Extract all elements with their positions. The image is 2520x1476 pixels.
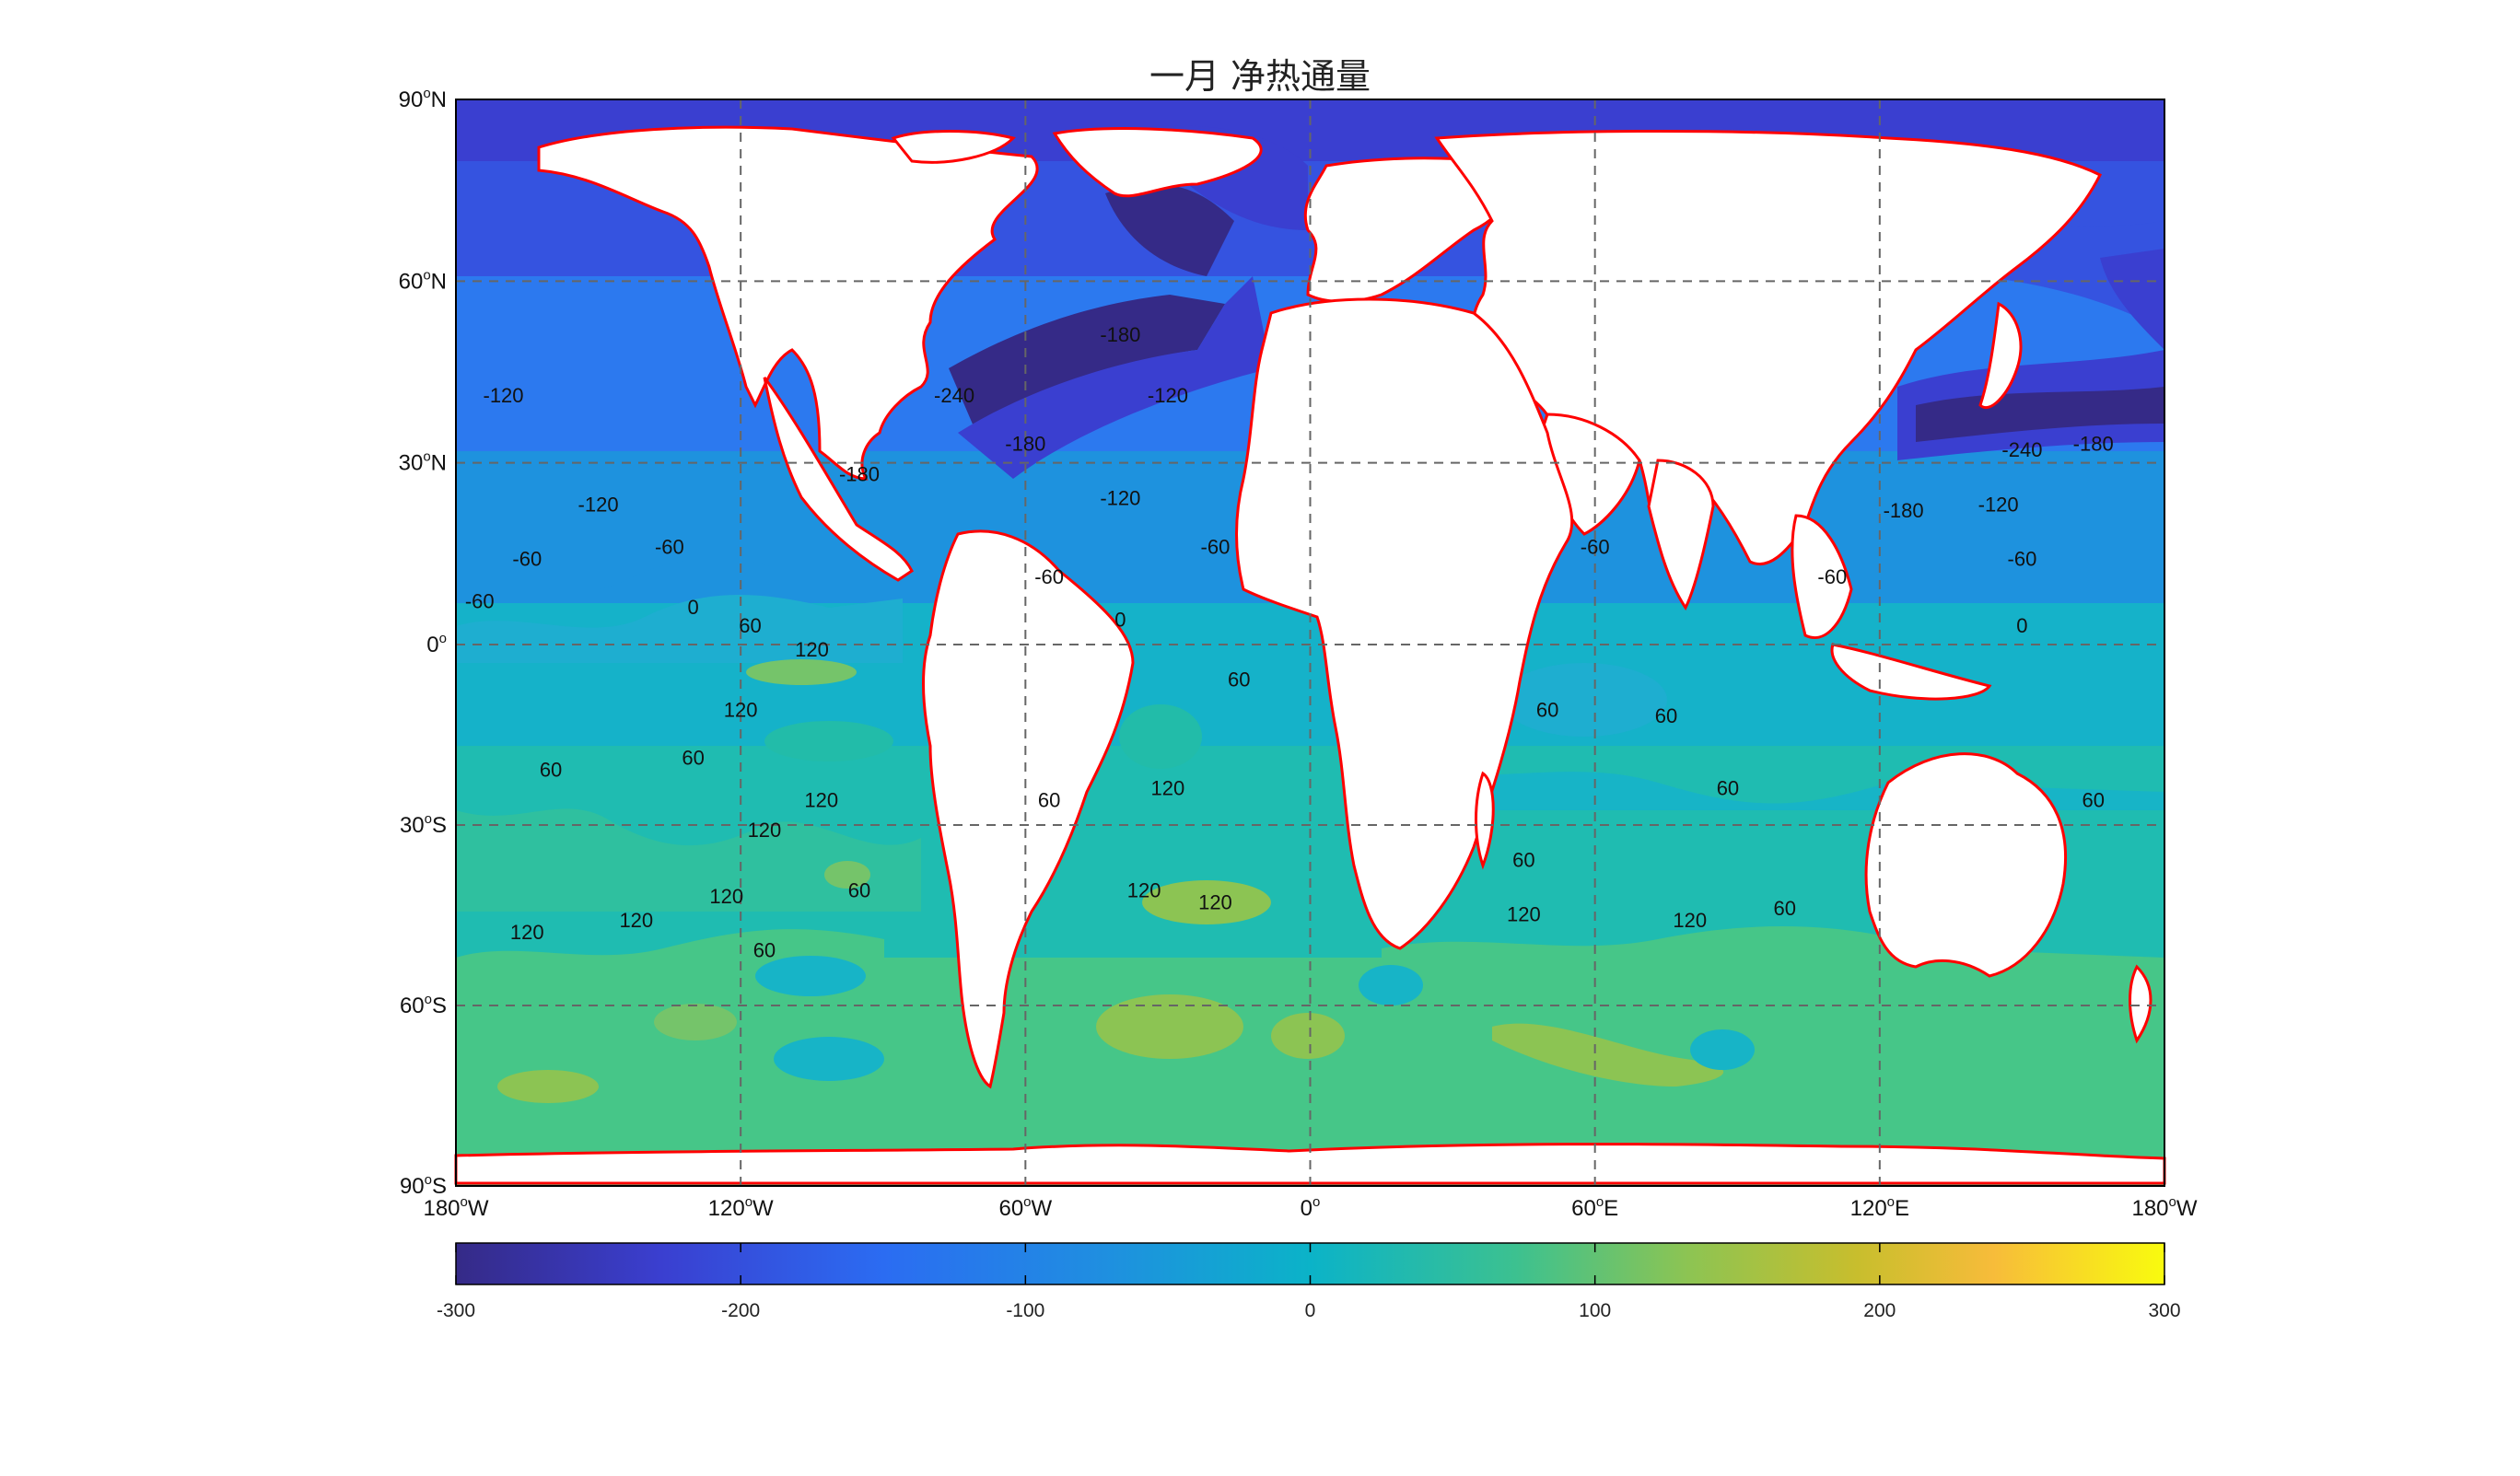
contour-label: 120 — [724, 698, 758, 721]
lat-tick-label: 30oS — [400, 811, 447, 838]
lon-tick-label: 120oW — [708, 1194, 774, 1221]
contour-label: -60 — [1817, 565, 1847, 588]
contour-label: 60 — [848, 878, 870, 901]
contour-label: -240 — [934, 384, 974, 407]
contour-label: 60 — [540, 759, 562, 782]
contour-label: 120 — [709, 885, 743, 908]
contour-label: -60 — [1581, 535, 1610, 558]
lat-tick-label: 90oN — [399, 86, 447, 112]
contour-label: 0 — [2016, 614, 2027, 637]
contour-label: 60 — [739, 614, 761, 637]
contour-label: -120 — [1978, 493, 2019, 516]
contour-label: -60 — [465, 590, 495, 613]
lat-tick-label: 60oS — [400, 992, 447, 1018]
lat-tick-label: 0o — [426, 631, 447, 657]
contour-label: 120 — [748, 819, 782, 842]
contour-label: -60 — [1201, 535, 1231, 558]
contour-label: 120 — [795, 638, 829, 661]
contour-label: 120 — [804, 788, 838, 811]
contour-label: 60 — [1536, 698, 1558, 721]
new-zealand — [2129, 964, 2152, 1044]
contour-label: 120 — [1673, 909, 1707, 932]
contour-label: 0 — [688, 596, 699, 619]
colorbar-tick-label: 300 — [2148, 1300, 2180, 1321]
contour-label: 60 — [2082, 788, 2104, 811]
arctic-islands — [891, 130, 1016, 164]
lon-tick-label: 180oW — [2131, 1194, 2197, 1221]
indonesia — [1830, 643, 1992, 701]
lat-tick-label: 30oN — [399, 449, 447, 476]
contour-label: -60 — [1034, 565, 1064, 588]
japan — [1978, 301, 2023, 409]
contour-labels: -120 -120 -60 -60 -60 0 60 120 120 60 60 120 120 60 12… — [465, 323, 2114, 962]
contour-label: -120 — [1148, 384, 1188, 407]
contour-label: -60 — [512, 547, 542, 570]
contour-label: -60 — [655, 535, 684, 558]
contour-label: -120 — [1100, 487, 1140, 510]
lon-tick-label: 60oE — [1571, 1194, 1618, 1221]
colorbar-tick-label: 100 — [1579, 1300, 1611, 1321]
contour-label: 60 — [1717, 776, 1739, 799]
contour-label: 60 — [1774, 897, 1796, 920]
colorbar-tick-label: -300 — [437, 1300, 475, 1321]
colorbar-tick-label: 0 — [1305, 1300, 1316, 1321]
contour-label: 60 — [1038, 788, 1060, 811]
india — [1647, 459, 1715, 610]
grid-lines — [456, 99, 2164, 1186]
contour-label: 120 — [619, 909, 653, 932]
contour-label: -120 — [484, 384, 524, 407]
lon-tick-label: 120oE — [1850, 1194, 1909, 1221]
latitude-ticks: 90oN 60oN 30oN 0o 30oS 60oS 90oS — [399, 86, 447, 1199]
contour-label: -180 — [2073, 433, 2114, 456]
lat-tick-label: 90oS — [400, 1172, 447, 1199]
contour-label: 60 — [753, 939, 776, 962]
contour-label: -180 — [1884, 499, 1924, 522]
greenland — [1052, 127, 1263, 198]
contour-label: 60 — [1655, 704, 1677, 727]
contour-label: -180 — [839, 462, 880, 485]
lon-tick-label: 180oW — [423, 1194, 488, 1221]
map-title: 一月 净热通量 — [1149, 56, 1371, 97]
colorbar-tick-label: -200 — [721, 1300, 760, 1321]
mexico — [763, 377, 914, 582]
contour-label: -120 — [578, 493, 619, 516]
contour-label: -240 — [2001, 438, 2042, 461]
map-frame — [455, 99, 2165, 1187]
contour-label: 120 — [1127, 878, 1161, 901]
contour-label: 120 — [1507, 903, 1541, 926]
lon-tick-label: 60oW — [998, 1194, 1052, 1221]
longitude-ticks: 180oW 120oW 60oW 0o 60oE 120oE 180oW — [423, 1194, 2197, 1221]
contour-label: -180 — [1100, 323, 1140, 346]
contour-label: -180 — [1005, 433, 1045, 456]
lon-tick-label: 0o — [1301, 1194, 1321, 1221]
colorbar-tick-label: 200 — [1863, 1300, 1896, 1321]
contour-label: 120 — [1151, 776, 1185, 799]
australia — [1864, 752, 2068, 978]
south-america — [922, 529, 1135, 1089]
madagascar — [1475, 771, 1495, 870]
contour-label: -60 — [2008, 547, 2037, 570]
lat-tick-label: 60oN — [399, 267, 447, 294]
contour-label: 60 — [682, 747, 704, 770]
colorbar-ticks: -300 -200 -100 0 100 200 300 — [437, 1243, 2181, 1321]
colorbar-tick-label: -100 — [1006, 1300, 1044, 1321]
contour-label: 120 — [1198, 890, 1232, 913]
southeast-asia — [1791, 514, 1853, 639]
land-masses — [454, 125, 2166, 1185]
contour-label: 0 — [1114, 608, 1126, 631]
contour-label: 120 — [510, 921, 544, 944]
contour-label: 60 — [1512, 849, 1534, 872]
contour-label: 60 — [1228, 668, 1250, 692]
